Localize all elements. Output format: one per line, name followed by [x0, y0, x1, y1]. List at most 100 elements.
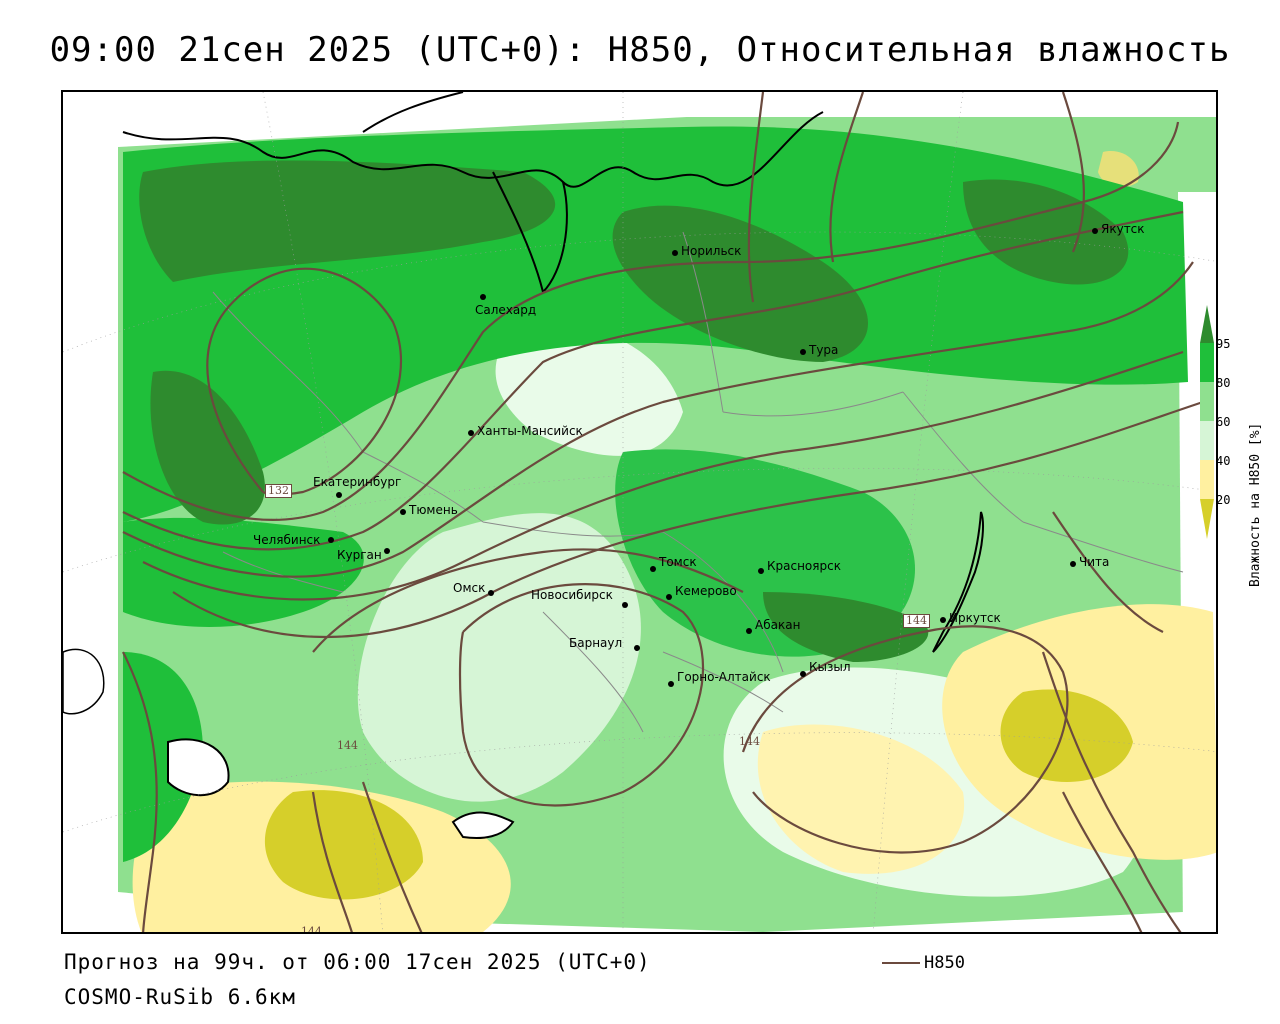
colorbar-swatch-gt95: [1200, 305, 1214, 343]
city-dot-icon: [328, 537, 334, 543]
city-label: Тура: [809, 343, 839, 357]
city-label: Тюмень: [409, 503, 458, 517]
h850-contour: [311, 791, 353, 932]
city-dot-icon: [480, 294, 486, 300]
colorbar-swatch-50-60: [1200, 421, 1214, 460]
colorbar-swatch-60-80: [1200, 382, 1214, 421]
h850-contour: [142, 350, 1184, 601]
h850-contour-144: [741, 625, 1069, 854]
novaya-zemlya-outline: [362, 92, 464, 133]
lake-baikal-outline: [932, 511, 984, 653]
caspian-outline: [167, 738, 230, 797]
h850-contour: [1061, 92, 1086, 253]
contour-line-label: H850: [924, 953, 965, 973]
humidity-field-40-50: [495, 325, 683, 456]
city-dot-icon: [940, 617, 946, 623]
city-dot-icon: [1092, 228, 1098, 234]
city-label: Якутск: [1101, 222, 1145, 236]
humidity-field-lt20: [1098, 151, 1139, 188]
forecast-info: Прогноз на 99ч. от 06:00 17сен 2025 (UTC…: [64, 950, 651, 974]
humidity-field-gt95: [763, 592, 929, 662]
colorbar-tick: 40: [1216, 454, 1231, 468]
city-dot-icon: [488, 590, 494, 596]
outside-domain-left: [63, 92, 118, 932]
colorbar-swatches: [1200, 305, 1214, 539]
city-label: Челябинск: [253, 533, 321, 547]
city-dot-icon: [666, 594, 672, 600]
contour-label-144: 144: [337, 739, 358, 752]
map-canvas: [63, 92, 1216, 932]
city-dot-icon: [468, 430, 474, 436]
city-dot-icon: [1070, 561, 1076, 567]
humidity-field-gt95: [139, 160, 556, 282]
city-dot-icon: [622, 602, 628, 608]
city-dot-icon: [672, 250, 678, 256]
city-dot-icon: [400, 509, 406, 515]
h850-contour: [1052, 511, 1164, 633]
city-label: Ханты-Мансийск: [477, 424, 583, 438]
colorbar-tick: 60: [1216, 415, 1231, 429]
colorbar-swatch-80-95: [1200, 343, 1214, 382]
colorbar-tick: 95: [1216, 337, 1231, 351]
humidity-field-lt20: [1000, 689, 1133, 782]
city-label: Екатеринбург: [313, 475, 402, 489]
contour-label-144: 144: [903, 614, 930, 628]
city-label: Омск: [453, 581, 486, 595]
h850-contour: [747, 92, 765, 303]
colorbar-swatch-lt20: [1200, 499, 1214, 539]
city-dot-icon: [336, 492, 342, 498]
contour-line-swatch: [882, 962, 920, 964]
outside-domain-top: [118, 92, 1216, 147]
h850-contour: [361, 781, 423, 932]
city-label: Новосибирск: [531, 588, 613, 602]
city-label: Барнаул: [569, 636, 623, 650]
western-sea-outline: [63, 648, 105, 715]
city-label: Иркутск: [949, 611, 1001, 625]
city-dot-icon: [668, 681, 674, 687]
city-dot-icon: [758, 568, 764, 574]
city-dot-icon: [800, 671, 806, 677]
city-label: Салехард: [475, 303, 537, 317]
h850-contour: [122, 261, 1194, 578]
contour-line-legend: H850: [882, 953, 965, 973]
h850-contour-trough: [206, 267, 403, 496]
map-title: 09:00 21сен 2025 (UTC+0): H850, Относите…: [49, 30, 1231, 70]
city-dot-icon: [800, 349, 806, 355]
city-label: Кызыл: [809, 660, 851, 674]
city-label: Кемерово: [675, 584, 737, 598]
h850-contour: [122, 210, 1184, 551]
city-dot-icon: [634, 645, 640, 651]
city-label: Абакан: [755, 618, 801, 632]
graticule: [63, 92, 1216, 932]
city-label: Норильск: [681, 244, 742, 258]
city-label: Горно-Алтайск: [677, 670, 771, 684]
humidity-field-lt20: [264, 790, 423, 900]
colorbar-tick: 20: [1216, 493, 1231, 507]
humidity-field-gt95: [963, 179, 1129, 285]
contour-label-144: 144: [301, 925, 322, 934]
h850-contour: [1041, 651, 1182, 932]
colorbar-swatch-20-40: [1200, 460, 1214, 499]
h850-contours: [122, 92, 1204, 932]
contour-label-132: 132: [265, 484, 292, 498]
h850-contour: [122, 651, 158, 932]
colorbar-tick: 80: [1216, 376, 1231, 390]
humidity-map: 132 144 144 144 144 Норильск Якутск Сале…: [61, 90, 1218, 934]
colorbar-axis-label: Влажность на H850 [%]: [1248, 422, 1263, 587]
h850-contour: [1062, 791, 1143, 932]
humidity-field-gt95: [612, 205, 868, 362]
balkhash-outline: [451, 811, 515, 840]
city-label: Томск: [659, 555, 697, 569]
humidity-field-gt95: [150, 370, 265, 525]
h850-contour-144-loop: [458, 583, 705, 807]
arctic-coastline: [122, 111, 824, 188]
humidity-field-20-40: [757, 724, 965, 874]
h850-contour: [829, 92, 865, 263]
city-dot-icon: [746, 628, 752, 634]
contour-label-144: 144: [739, 735, 760, 748]
city-label: Красноярск: [767, 559, 841, 573]
model-name: COSMO-RuSib 6.6км: [64, 985, 296, 1009]
h850-contour-144: [312, 548, 744, 653]
city-label: Курган: [337, 548, 382, 562]
city-dot-icon: [650, 566, 656, 572]
